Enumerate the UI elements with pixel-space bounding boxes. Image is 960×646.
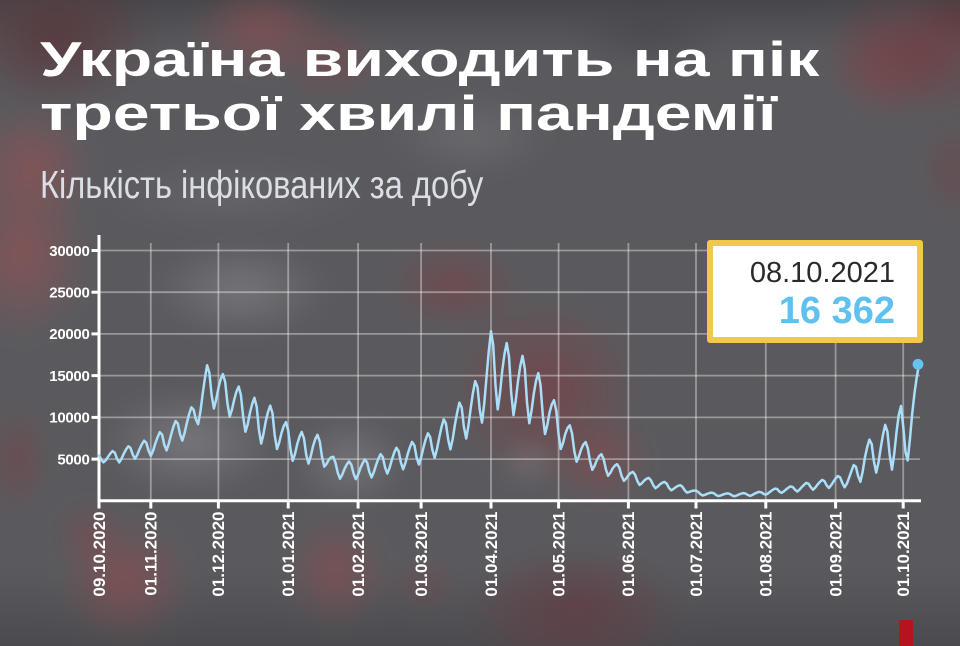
svg-text:01.01.2021: 01.01.2021 bbox=[279, 512, 298, 597]
svg-text:01.12.2020: 01.12.2020 bbox=[209, 512, 228, 597]
svg-text:01.02.2021: 01.02.2021 bbox=[349, 512, 368, 597]
svg-text:01.04.2021: 01.04.2021 bbox=[482, 512, 501, 597]
svg-text:01.07.2021: 01.07.2021 bbox=[687, 512, 706, 597]
svg-text:10000: 10000 bbox=[49, 410, 89, 427]
svg-text:01.10.2021: 01.10.2021 bbox=[894, 512, 913, 597]
svg-text:01.05.2021: 01.05.2021 bbox=[549, 512, 568, 597]
svg-text:01.03.2021: 01.03.2021 bbox=[412, 512, 431, 597]
svg-text:25000: 25000 bbox=[49, 285, 89, 302]
svg-text:20000: 20000 bbox=[49, 326, 89, 343]
svg-text:30000: 30000 bbox=[49, 243, 89, 260]
svg-text:09.10.2020: 09.10.2020 bbox=[90, 512, 109, 597]
svg-text:01.09.2021: 01.09.2021 bbox=[826, 512, 845, 597]
svg-text:01.11.2020: 01.11.2020 bbox=[142, 512, 161, 596]
svg-text:5000: 5000 bbox=[57, 451, 89, 468]
svg-text:15000: 15000 bbox=[49, 368, 89, 385]
svg-text:01.06.2021: 01.06.2021 bbox=[619, 512, 638, 597]
svg-text:01.08.2021: 01.08.2021 bbox=[757, 512, 776, 597]
